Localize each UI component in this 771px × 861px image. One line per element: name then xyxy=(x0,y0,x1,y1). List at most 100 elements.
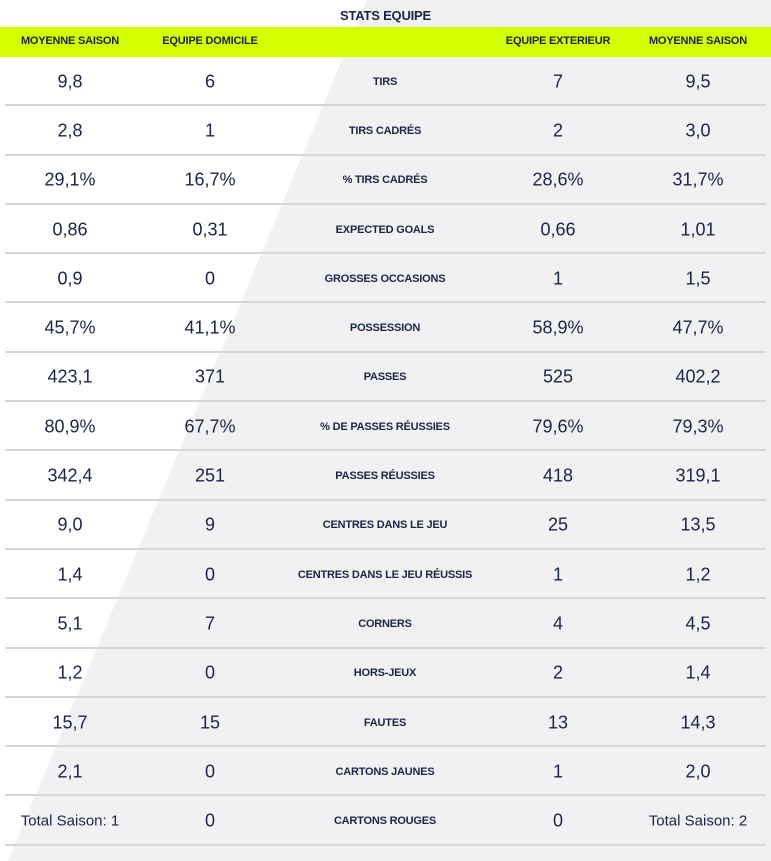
home-season-average: 29,1% xyxy=(44,169,96,190)
table-row: 2,1 0 CARTONS JAUNES 1 2,0 xyxy=(0,747,771,797)
header-away-season-average: MOYENNE SAISON xyxy=(648,35,748,47)
stat-label: GROSSES OCCASIONS xyxy=(324,272,446,285)
home-value: 0,31 xyxy=(192,219,228,240)
home-season-average: 2,1 xyxy=(57,761,83,782)
home-value: 16,7% xyxy=(184,169,236,190)
home-value: 1 xyxy=(204,120,216,141)
home-season-average: 9,8 xyxy=(57,71,83,92)
stat-label: TIRS xyxy=(372,75,398,88)
home-season-average: 1,2 xyxy=(57,662,83,683)
home-season-average: 342,4 xyxy=(47,465,93,486)
table-row: 1,4 0 CENTRES DANS LE JEU RÉUSSIS 1 1,2 xyxy=(0,550,771,600)
table-row: 342,4 251 PASSES RÉUSSIES 418 319,1 xyxy=(0,451,771,501)
table-row: 80,9% 67,7% % DE PASSES RÉUSSIES 79,6% 79,3% xyxy=(0,402,771,452)
home-value: 0 xyxy=(204,662,216,683)
home-season-average: 423,1 xyxy=(47,366,93,387)
away-value: 2 xyxy=(552,662,564,683)
home-season-average: 0,9 xyxy=(57,268,83,289)
away-value: 13 xyxy=(547,712,569,732)
table-row: 9,0 9 CENTRES DANS LE JEU 25 13,5 xyxy=(0,501,771,551)
away-season-average: 1,5 xyxy=(685,268,711,289)
stat-label: CARTONS JAUNES xyxy=(335,765,435,778)
stat-label: TIRS CADRÉS xyxy=(348,124,422,137)
stat-label: % DE PASSES RÉUSSIES xyxy=(320,420,450,433)
home-season-average: Total Saison: 1 xyxy=(20,812,120,830)
away-value: 2 xyxy=(552,120,564,141)
away-season-average: 47,7% xyxy=(672,317,724,338)
home-value: 0 xyxy=(204,761,216,782)
table-row: 423,1 371 PASSES 525 402,2 xyxy=(0,353,771,403)
home-season-average: 45,7% xyxy=(44,317,96,338)
table-row: 29,1% 16,7% % TIRS CADRÉS 28,6% 31,7% xyxy=(0,156,771,206)
table-row: 5,1 7 CORNERS 4 4,5 xyxy=(0,599,771,649)
home-season-average: 1,4 xyxy=(57,564,83,585)
away-value: 28,6% xyxy=(532,169,584,190)
away-value: 0,66 xyxy=(540,219,576,240)
table-row: 0,9 0 GROSSES OCCASIONS 1 1,5 xyxy=(0,254,771,304)
home-value: 6 xyxy=(204,71,216,92)
home-value: 9 xyxy=(204,514,216,535)
away-value: 25 xyxy=(547,514,569,535)
home-value: 67,7% xyxy=(184,416,236,437)
home-season-average: 5,1 xyxy=(57,613,83,634)
away-season-average: 1,2 xyxy=(685,564,711,585)
home-season-average: 0,86 xyxy=(52,219,88,240)
header-away-team: EQUIPE EXTERIEUR xyxy=(505,35,611,47)
away-value: 525 xyxy=(542,366,574,387)
home-season-average: 2,8 xyxy=(57,120,83,141)
away-season-average: 4,5 xyxy=(685,613,711,634)
table-row: Total Saison: 1 0 CARTONS ROUGES 0 Total Sai… xyxy=(0,796,771,847)
stat-label: CORNERS xyxy=(358,617,412,630)
header-home-season-average: MOYENNE SAISON xyxy=(20,35,120,47)
table-row: 45,7% 41,1% POSSESSION 58,9% 47,7% xyxy=(0,303,771,354)
away-value: 418 xyxy=(542,465,574,486)
away-value: 1 xyxy=(552,761,564,782)
away-value: 7 xyxy=(552,71,564,92)
home-season-average: 9,0 xyxy=(57,514,83,535)
home-season-average: 80,9% xyxy=(44,416,96,437)
stat-label: % TIRS CADRÉS xyxy=(342,174,428,187)
stat-label: CENTRES DANS LE JEU xyxy=(322,519,448,532)
away-value: 0 xyxy=(552,810,564,831)
stat-label: POSSESSION xyxy=(349,322,421,335)
home-value: 371 xyxy=(194,366,226,387)
table-row: 0,86 0,31 EXPECTED GOALS 0,66 1,01 xyxy=(0,205,771,255)
table-header: MOYENNE SAISON EQUIPE DOMICILE EQUIPE EX… xyxy=(0,27,771,57)
away-season-average: 79,3% xyxy=(672,416,724,437)
away-value: 79,6% xyxy=(532,416,584,437)
stat-label: CENTRES DANS LE JEU RÉUSSIS xyxy=(297,568,473,581)
away-season-average: 13,5 xyxy=(680,514,716,535)
away-season-average: 14,3 xyxy=(680,712,716,732)
stat-label: EXPECTED GOALS xyxy=(335,223,435,236)
stat-label: PASSES RÉUSSIES xyxy=(335,470,435,483)
page-title: STATS EQUIPE xyxy=(339,8,432,23)
home-value: 7 xyxy=(204,613,216,634)
home-value: 0 xyxy=(204,268,216,289)
away-season-average: 2,0 xyxy=(685,761,711,782)
header-home-team: EQUIPE DOMICILE xyxy=(162,35,258,47)
table-row: 2,8 1 TIRS CADRÉS 2 3,0 xyxy=(0,106,771,156)
away-season-average: 31,7% xyxy=(672,169,724,190)
stat-label: PASSES xyxy=(363,371,407,384)
away-value: 1 xyxy=(552,268,564,289)
stat-label: CARTONS ROUGES xyxy=(333,815,437,828)
stats-table: 9,8 6 TIRS 7 9,5 2,8 1 TIRS CADRÉS 2 3,0 29,1% 16,7… xyxy=(0,57,771,847)
away-season-average: 319,1 xyxy=(675,465,721,486)
home-value: 0 xyxy=(204,810,216,831)
away-value: 4 xyxy=(552,613,564,634)
home-value: 41,1% xyxy=(184,317,236,338)
table-row: 1,2 0 HORS-JEUX 2 1,4 xyxy=(0,649,771,699)
away-season-average: 1,01 xyxy=(680,219,716,240)
home-value: 15 xyxy=(199,712,221,732)
away-season-average: 402,2 xyxy=(675,366,721,387)
away-season-average: 9,5 xyxy=(685,71,711,92)
home-season-average: 15,7 xyxy=(52,712,88,732)
away-value: 1 xyxy=(552,564,564,585)
stat-label: HORS-JEUX xyxy=(353,667,417,680)
table-row: 9,8 6 TIRS 7 9,5 xyxy=(0,57,771,107)
home-value: 251 xyxy=(194,465,226,486)
stat-label: FAUTES xyxy=(363,716,407,729)
away-season-average: Total Saison: 2 xyxy=(648,812,748,830)
table-row: 15,7 15 FAUTES 13 14,3 xyxy=(0,698,771,748)
away-season-average: 3,0 xyxy=(685,120,711,141)
